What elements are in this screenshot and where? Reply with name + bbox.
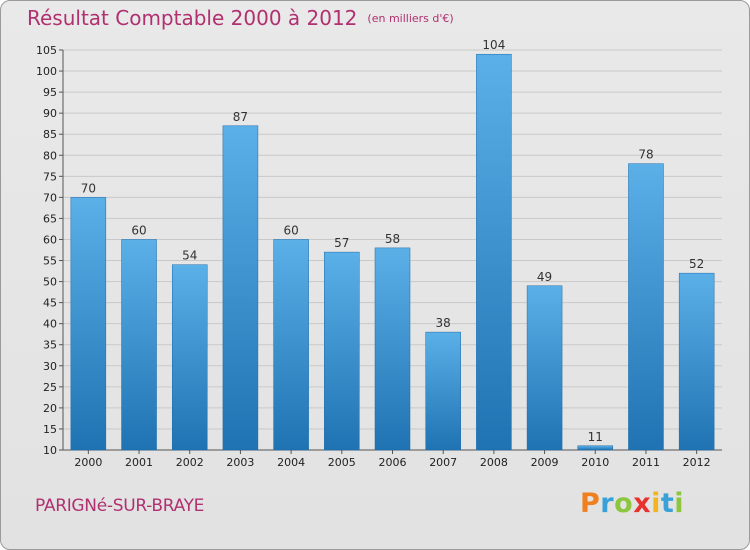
- bar-2010: [577, 445, 614, 451]
- logo-letter: x: [633, 488, 652, 519]
- x-tick-label: 2005: [328, 456, 356, 469]
- y-tick-label: 90: [43, 107, 57, 120]
- y-tick-label: 35: [43, 339, 57, 352]
- bar-2001: [121, 239, 157, 451]
- data-label: 60: [131, 223, 146, 237]
- proxiti-logo: Proxiti: [580, 488, 684, 519]
- data-label: 60: [283, 223, 298, 237]
- y-tick-label: 70: [43, 191, 57, 204]
- y-tick-label: 85: [43, 128, 57, 141]
- bar-2002: [171, 264, 208, 451]
- data-label: 52: [689, 257, 704, 271]
- x-tick-label: 2006: [379, 456, 407, 469]
- y-tick-label: 75: [43, 170, 57, 183]
- logo-letter: r: [600, 488, 615, 519]
- y-tick-label: 55: [43, 255, 57, 268]
- data-label: 54: [182, 249, 197, 263]
- x-tick-label: 2003: [226, 456, 254, 469]
- data-label: 11: [588, 430, 603, 444]
- data-label: 104: [482, 38, 505, 52]
- data-labels: 70 60 54 87 60 57 58 38 104 49 11 78 52: [81, 38, 705, 444]
- bar-2006: [374, 247, 411, 451]
- x-tick-label: 2002: [176, 456, 204, 469]
- commune-name: PARIGNé-SUR-BRAYE: [35, 496, 205, 516]
- bar-2007: [425, 331, 461, 451]
- y-tick-label: 60: [43, 233, 57, 246]
- bar-2012: [678, 272, 715, 451]
- x-tick-label: 2010: [581, 456, 609, 469]
- y-tick-label: 45: [43, 297, 57, 310]
- bar-2011: [628, 163, 664, 451]
- bar-2004: [273, 239, 309, 451]
- x-tick-label: 2011: [632, 456, 660, 469]
- y-tick-label: 50: [43, 276, 57, 289]
- data-label: 57: [334, 236, 349, 250]
- data-label: 58: [385, 232, 400, 246]
- bars: [70, 53, 715, 451]
- y-tick-label: 105: [36, 44, 57, 57]
- x-tick-label: 2008: [480, 456, 508, 469]
- data-label: 49: [537, 270, 552, 284]
- logo-letter: t: [660, 488, 675, 519]
- bar-2003: [222, 125, 259, 451]
- title-unit: (en milliers d'€): [367, 12, 454, 25]
- x-tick-label: 2007: [429, 456, 457, 469]
- bar-2009: [526, 285, 563, 451]
- y-tick-label: 65: [43, 212, 57, 225]
- y-tick-label: 10: [43, 444, 57, 457]
- x-tick-label: 2004: [277, 456, 305, 469]
- y-tick-label: 100: [36, 65, 57, 78]
- y-tick-label: 40: [43, 318, 57, 331]
- x-tick-label: 2009: [531, 456, 559, 469]
- logo-letter: i: [674, 488, 685, 519]
- logo-letter: i: [651, 488, 661, 519]
- data-label: 78: [638, 148, 653, 162]
- x-tick-label: 2001: [125, 456, 153, 469]
- y-tick-label: 80: [43, 149, 57, 162]
- logo-letter: P: [580, 488, 601, 519]
- y-tick-label: 20: [43, 402, 57, 415]
- bar-2008: [476, 53, 512, 451]
- y-tick-label: 95: [43, 86, 57, 99]
- y-tick-label: 25: [43, 381, 57, 394]
- bar-2000: [70, 197, 107, 451]
- y-tick-label: 15: [43, 423, 57, 436]
- data-label: 38: [436, 316, 451, 330]
- title-text: Résultat Comptable 2000 à 2012: [27, 6, 358, 30]
- y-tick-label: 30: [43, 360, 57, 373]
- data-label: 87: [233, 110, 248, 124]
- logo-letter: o: [614, 488, 634, 519]
- x-tick-label: 2000: [74, 456, 102, 469]
- bar-2005: [324, 251, 360, 451]
- chart-title: Résultat Comptable 2000 à 2012 (en millie…: [27, 6, 454, 30]
- x-tick-label: 2012: [683, 456, 711, 469]
- data-label: 70: [81, 181, 96, 195]
